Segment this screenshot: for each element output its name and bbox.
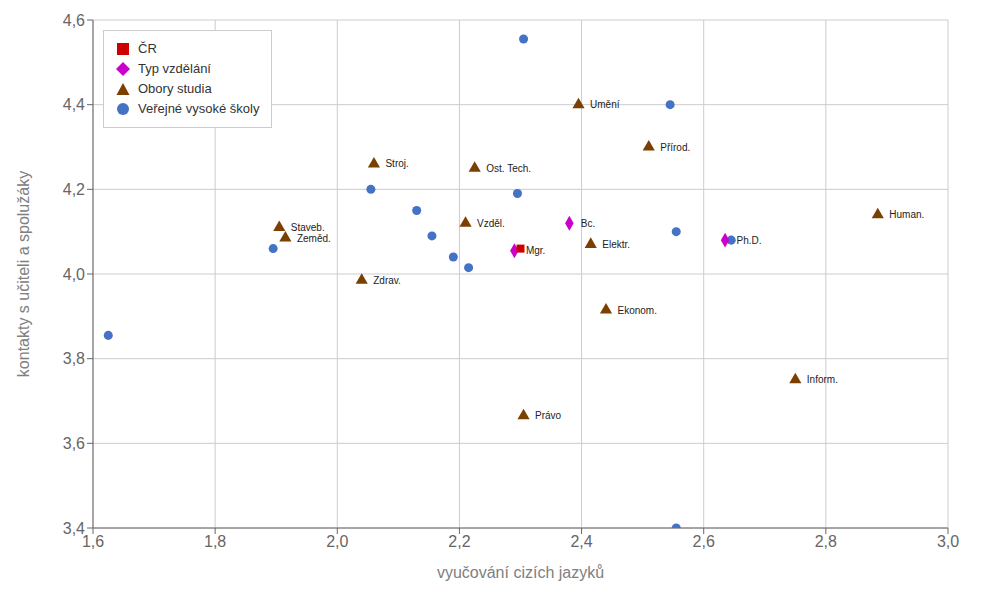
svg-text:3,4: 3,4: [63, 520, 85, 537]
svg-text:Právo: Právo: [535, 410, 562, 421]
svg-text:1,6: 1,6: [82, 533, 104, 550]
svg-text:4,6: 4,6: [63, 12, 85, 29]
svg-text:Vzděl.: Vzděl.: [477, 218, 505, 229]
svg-text:2,0: 2,0: [326, 533, 348, 550]
svg-text:Ekonom.: Ekonom.: [618, 305, 657, 316]
svg-text:4,2: 4,2: [63, 181, 85, 198]
svg-text:kontakty s učiteli a spolužáky: kontakty s učiteli a spolužáky: [15, 171, 32, 377]
svg-text:Bc.: Bc.: [581, 218, 595, 229]
svg-text:4,0: 4,0: [63, 266, 85, 283]
svg-text:Human.: Human.: [889, 209, 924, 220]
svg-text:Ph.D.: Ph.D.: [737, 235, 762, 246]
svg-text:2,2: 2,2: [448, 533, 470, 550]
svg-text:Umění: Umění: [590, 99, 620, 110]
svg-text:Ost. Tech.: Ost. Tech.: [486, 163, 531, 174]
svg-text:Inform.: Inform.: [807, 374, 838, 385]
svg-text:Přírod.: Přírod.: [660, 142, 690, 153]
svg-text:Stroj.: Stroj.: [385, 158, 408, 169]
svg-text:2,8: 2,8: [815, 533, 837, 550]
svg-text:2,4: 2,4: [570, 533, 592, 550]
svg-text:3,8: 3,8: [63, 350, 85, 367]
svg-text:3,6: 3,6: [63, 435, 85, 452]
svg-text:Elektr.: Elektr.: [602, 239, 630, 250]
html-text:ČR: ČR: [138, 41, 157, 56]
svg-text:Staveb.: Staveb.: [291, 222, 325, 233]
svg-text:2,6: 2,6: [693, 533, 715, 550]
svg-text:1,8: 1,8: [204, 533, 226, 550]
svg-text:4,4: 4,4: [63, 96, 85, 113]
html-text:Typ vzdělání: Typ vzdělání: [138, 61, 211, 76]
svg-text:Mgr.: Mgr.: [526, 245, 545, 256]
svg-text:vyučování cizích jazyků: vyučování cizích jazyků: [437, 564, 604, 581]
svg-text:Zdrav.: Zdrav.: [373, 275, 401, 286]
svg-text:3,0: 3,0: [937, 533, 959, 550]
html-text:Veřejné vysoké školy: Veřejné vysoké školy: [138, 101, 260, 116]
svg-text:Zeměd.: Zeměd.: [297, 233, 331, 244]
html-text:Obory studia: Obory studia: [138, 81, 212, 96]
